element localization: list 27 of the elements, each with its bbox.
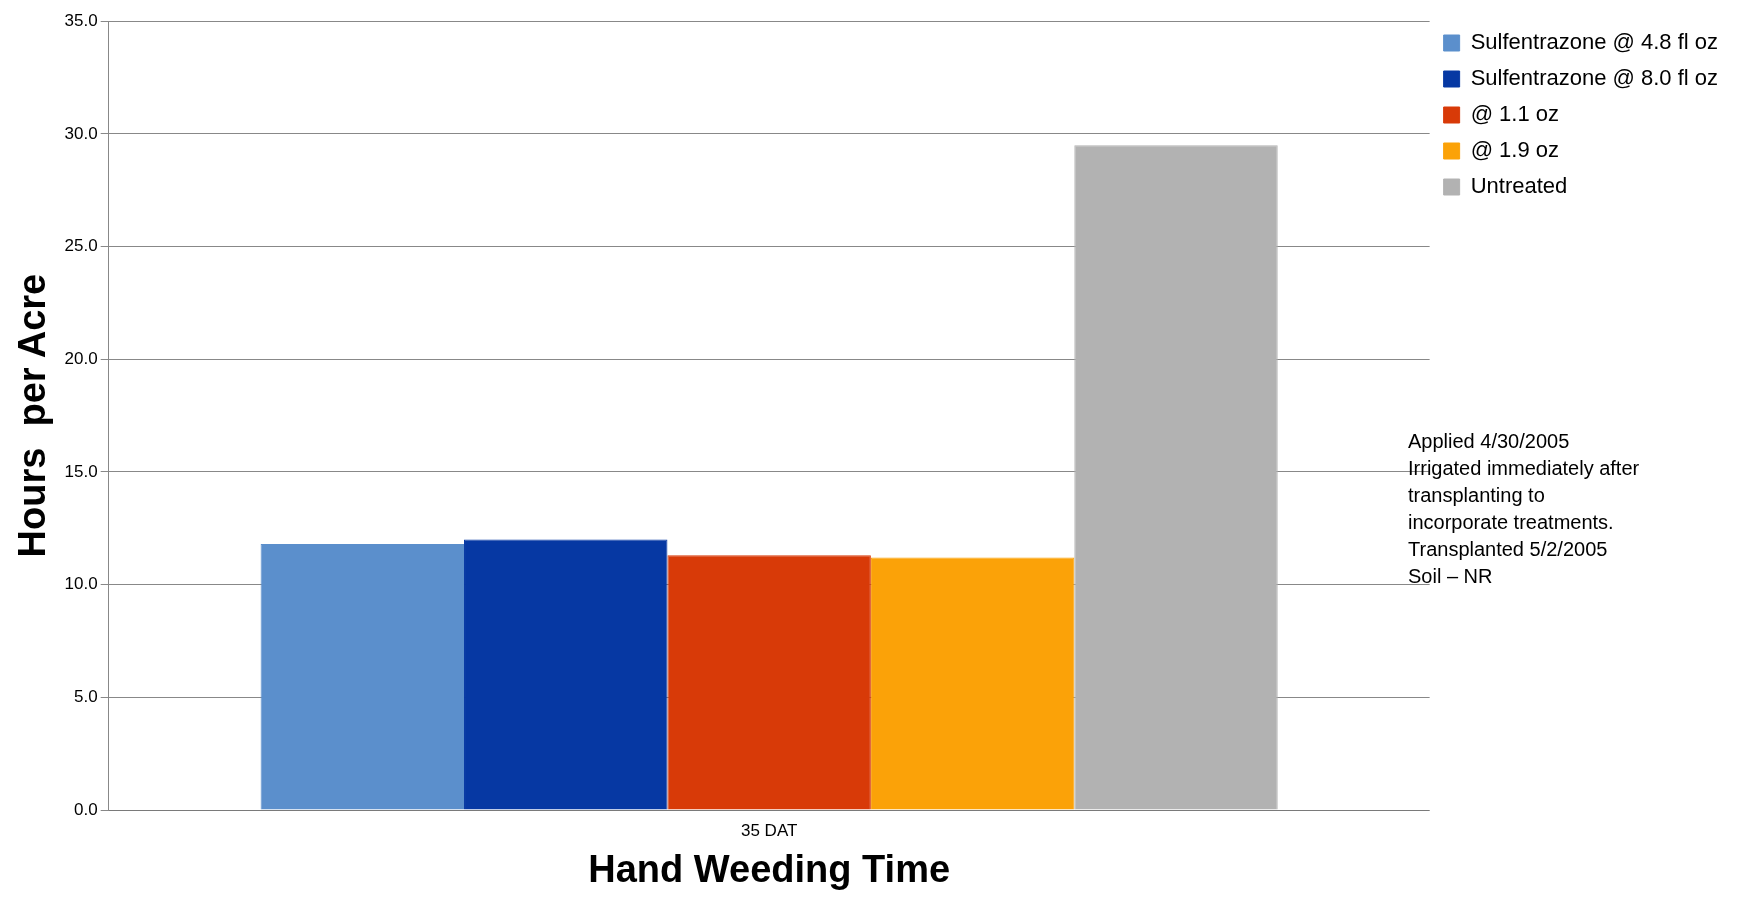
x-tick-label: 35 DAT	[740, 820, 798, 840]
y-tick-label: 20.0	[64, 348, 98, 368]
annotation: Soil – NR	[1408, 564, 1494, 589]
bar	[464, 539, 668, 810]
legend-label: Sulfentrazone @ 8.0 fl oz	[1470, 65, 1719, 91]
y-tick-label: 5.0	[74, 687, 98, 706]
legend-label: Untreated	[1470, 173, 1568, 199]
y-tick-label: 0.0	[74, 799, 98, 819]
annotation: incorporate treatments.	[1408, 510, 1615, 535]
x-axis-title: Hand Weeding Time	[588, 847, 951, 890]
y-axis-title: Hours per Acre	[11, 273, 54, 558]
bar	[870, 557, 1075, 810]
y-tick-label: 35.0	[64, 10, 98, 30]
bar	[667, 555, 871, 810]
annotation: Applied 4/30/2005	[1408, 429, 1571, 454]
y-tick-label: 10.0	[64, 574, 98, 594]
bar	[1074, 145, 1278, 810]
legend-label: @ 1.1 oz	[1470, 101, 1560, 127]
y-tick-label: 15.0	[64, 461, 98, 481]
y-tick-label: 25.0	[64, 236, 98, 256]
legend-label: Sulfentrazone @ 4.8 fl oz	[1470, 29, 1719, 55]
y-tick-label: 30.0	[64, 123, 98, 143]
annotation: Irrigated immediately after	[1408, 456, 1640, 481]
bar	[260, 544, 465, 810]
annotation: transplanting to	[1408, 483, 1546, 508]
annotation: Transplanted 5/2/2005	[1408, 537, 1609, 562]
legend-label: @ 1.9 oz	[1470, 137, 1560, 163]
